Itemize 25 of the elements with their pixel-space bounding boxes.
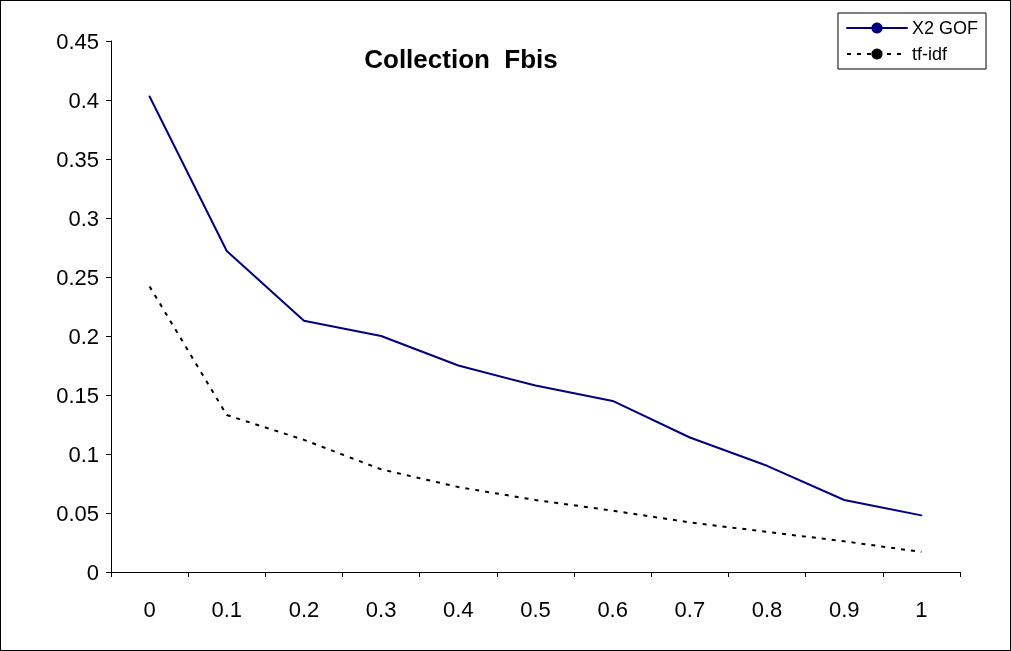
x-tick-label: 0.1 [211,596,243,622]
y-tick-label: 0.45 [56,28,99,54]
y-tick-label: 0.05 [56,500,99,526]
y-tick-label: 0.3 [68,205,99,231]
x-tick-label: 0.5 [520,596,551,622]
y-tick-label: 0 [86,559,99,585]
x-tick-label: 1 [915,596,928,622]
x-tick-label: 0.9 [828,596,860,622]
y-tick-label: 0.25 [56,264,99,290]
y-tick-label: 0.15 [56,382,99,408]
y-tick-label: 0.2 [68,323,99,349]
chart-title: Collection Fbis [364,44,558,74]
y-tick-label: 0.4 [68,87,99,113]
x-tick-label: 0 [143,596,156,622]
x-tick-label: 0.2 [288,596,320,622]
y-tick-label: 0.1 [68,441,99,467]
line-series [148,95,923,517]
x-tick-label: 0.8 [751,596,783,622]
y-tick-label: 0.35 [56,146,99,172]
x-tick-label: 0.4 [443,596,474,622]
x-tick-label: 0.6 [597,596,628,622]
legend-label: tf-idf [911,44,948,64]
legend-label: X2 GOF [911,18,978,38]
x-tick-label: 0.3 [365,596,397,622]
x-tick-label: 0.7 [674,596,706,622]
